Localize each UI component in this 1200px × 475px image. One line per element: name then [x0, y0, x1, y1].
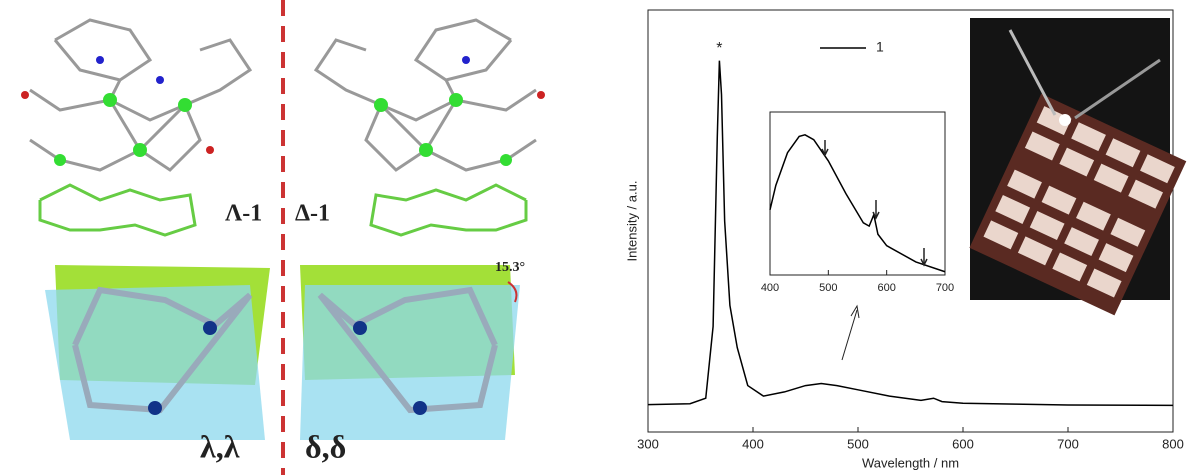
led [1007, 169, 1042, 199]
legend-label: 1 [876, 39, 884, 55]
atom [537, 91, 545, 99]
bond [72, 286, 253, 414]
feature-arrow-head [920, 258, 928, 267]
atom [178, 98, 192, 112]
isomer-label: Λ-1 [225, 201, 262, 227]
led [1098, 243, 1134, 273]
y-axis-label: Intensity / a.u. [624, 181, 639, 262]
bond [313, 38, 459, 122]
atom [133, 143, 147, 157]
isomer-label: Δ-1 [295, 201, 330, 227]
led [1105, 138, 1141, 168]
x-tick-label: 300 [637, 436, 659, 451]
atom [21, 91, 29, 99]
led [1140, 154, 1175, 184]
bond [29, 88, 143, 172]
x-axis-label: Wavelength / nm [862, 455, 959, 470]
bond [53, 18, 153, 82]
conformation-right [300, 265, 520, 440]
atom [103, 93, 117, 107]
device-photo [969, 18, 1187, 316]
atom [500, 154, 512, 166]
x-tick-label: 400 [742, 436, 764, 451]
atom [353, 321, 367, 335]
led [1086, 268, 1122, 298]
plot-frame [647, 9, 1174, 433]
bond [364, 102, 428, 172]
x-tick-label: 800 [1162, 436, 1184, 451]
peak-annotation: * [716, 40, 722, 57]
bond [38, 183, 197, 237]
led [983, 220, 1019, 250]
x-tick-label: 600 [952, 436, 974, 451]
atom [419, 143, 433, 157]
atom [462, 56, 470, 64]
led [1076, 201, 1111, 231]
probe [1008, 29, 1057, 116]
series-line [647, 60, 1174, 407]
bond [138, 102, 202, 172]
atom [96, 56, 104, 64]
x-tick-label: 500 [819, 282, 837, 294]
led [1110, 217, 1146, 247]
glow [1059, 114, 1071, 126]
bond [317, 286, 498, 414]
inset-frame [769, 111, 946, 276]
arrow [841, 309, 858, 361]
conformation-left [45, 265, 270, 440]
x-tick-label: 600 [877, 282, 895, 294]
led [995, 194, 1031, 224]
feature-arrow-head [821, 148, 829, 157]
led [1029, 211, 1065, 240]
atom [449, 93, 463, 107]
x-tick-label: 500 [847, 436, 869, 451]
probe [1074, 58, 1161, 120]
bond [423, 88, 537, 172]
atom [148, 401, 162, 415]
bond [107, 38, 253, 122]
led [1071, 122, 1106, 152]
led [1059, 147, 1095, 177]
led [1024, 131, 1060, 161]
led [1017, 236, 1053, 266]
arrow-head [850, 304, 860, 319]
conformation-label: δ,δ [305, 428, 346, 464]
molecule-right [313, 18, 545, 237]
feature-arrow-head [872, 211, 880, 220]
x-tick-label: 700 [1057, 436, 1079, 451]
angle-label: 15.3° [495, 260, 525, 275]
led [1036, 106, 1072, 136]
x-tick-label: 400 [761, 282, 779, 294]
atom [413, 401, 427, 415]
atom [54, 154, 66, 166]
atom [374, 98, 388, 112]
led [1064, 227, 1099, 257]
molecule-left [21, 18, 253, 237]
atom [206, 146, 214, 154]
led [1041, 185, 1077, 215]
angle-arc [507, 281, 518, 303]
atom [203, 321, 217, 335]
led [1093, 163, 1129, 193]
bond [413, 18, 513, 82]
led [1128, 179, 1164, 209]
atom [156, 76, 164, 84]
series-line [769, 134, 946, 273]
conformation-label: λ,λ [200, 428, 240, 464]
led [1052, 252, 1088, 282]
x-tick-label: 700 [936, 282, 954, 294]
bond [369, 183, 528, 237]
